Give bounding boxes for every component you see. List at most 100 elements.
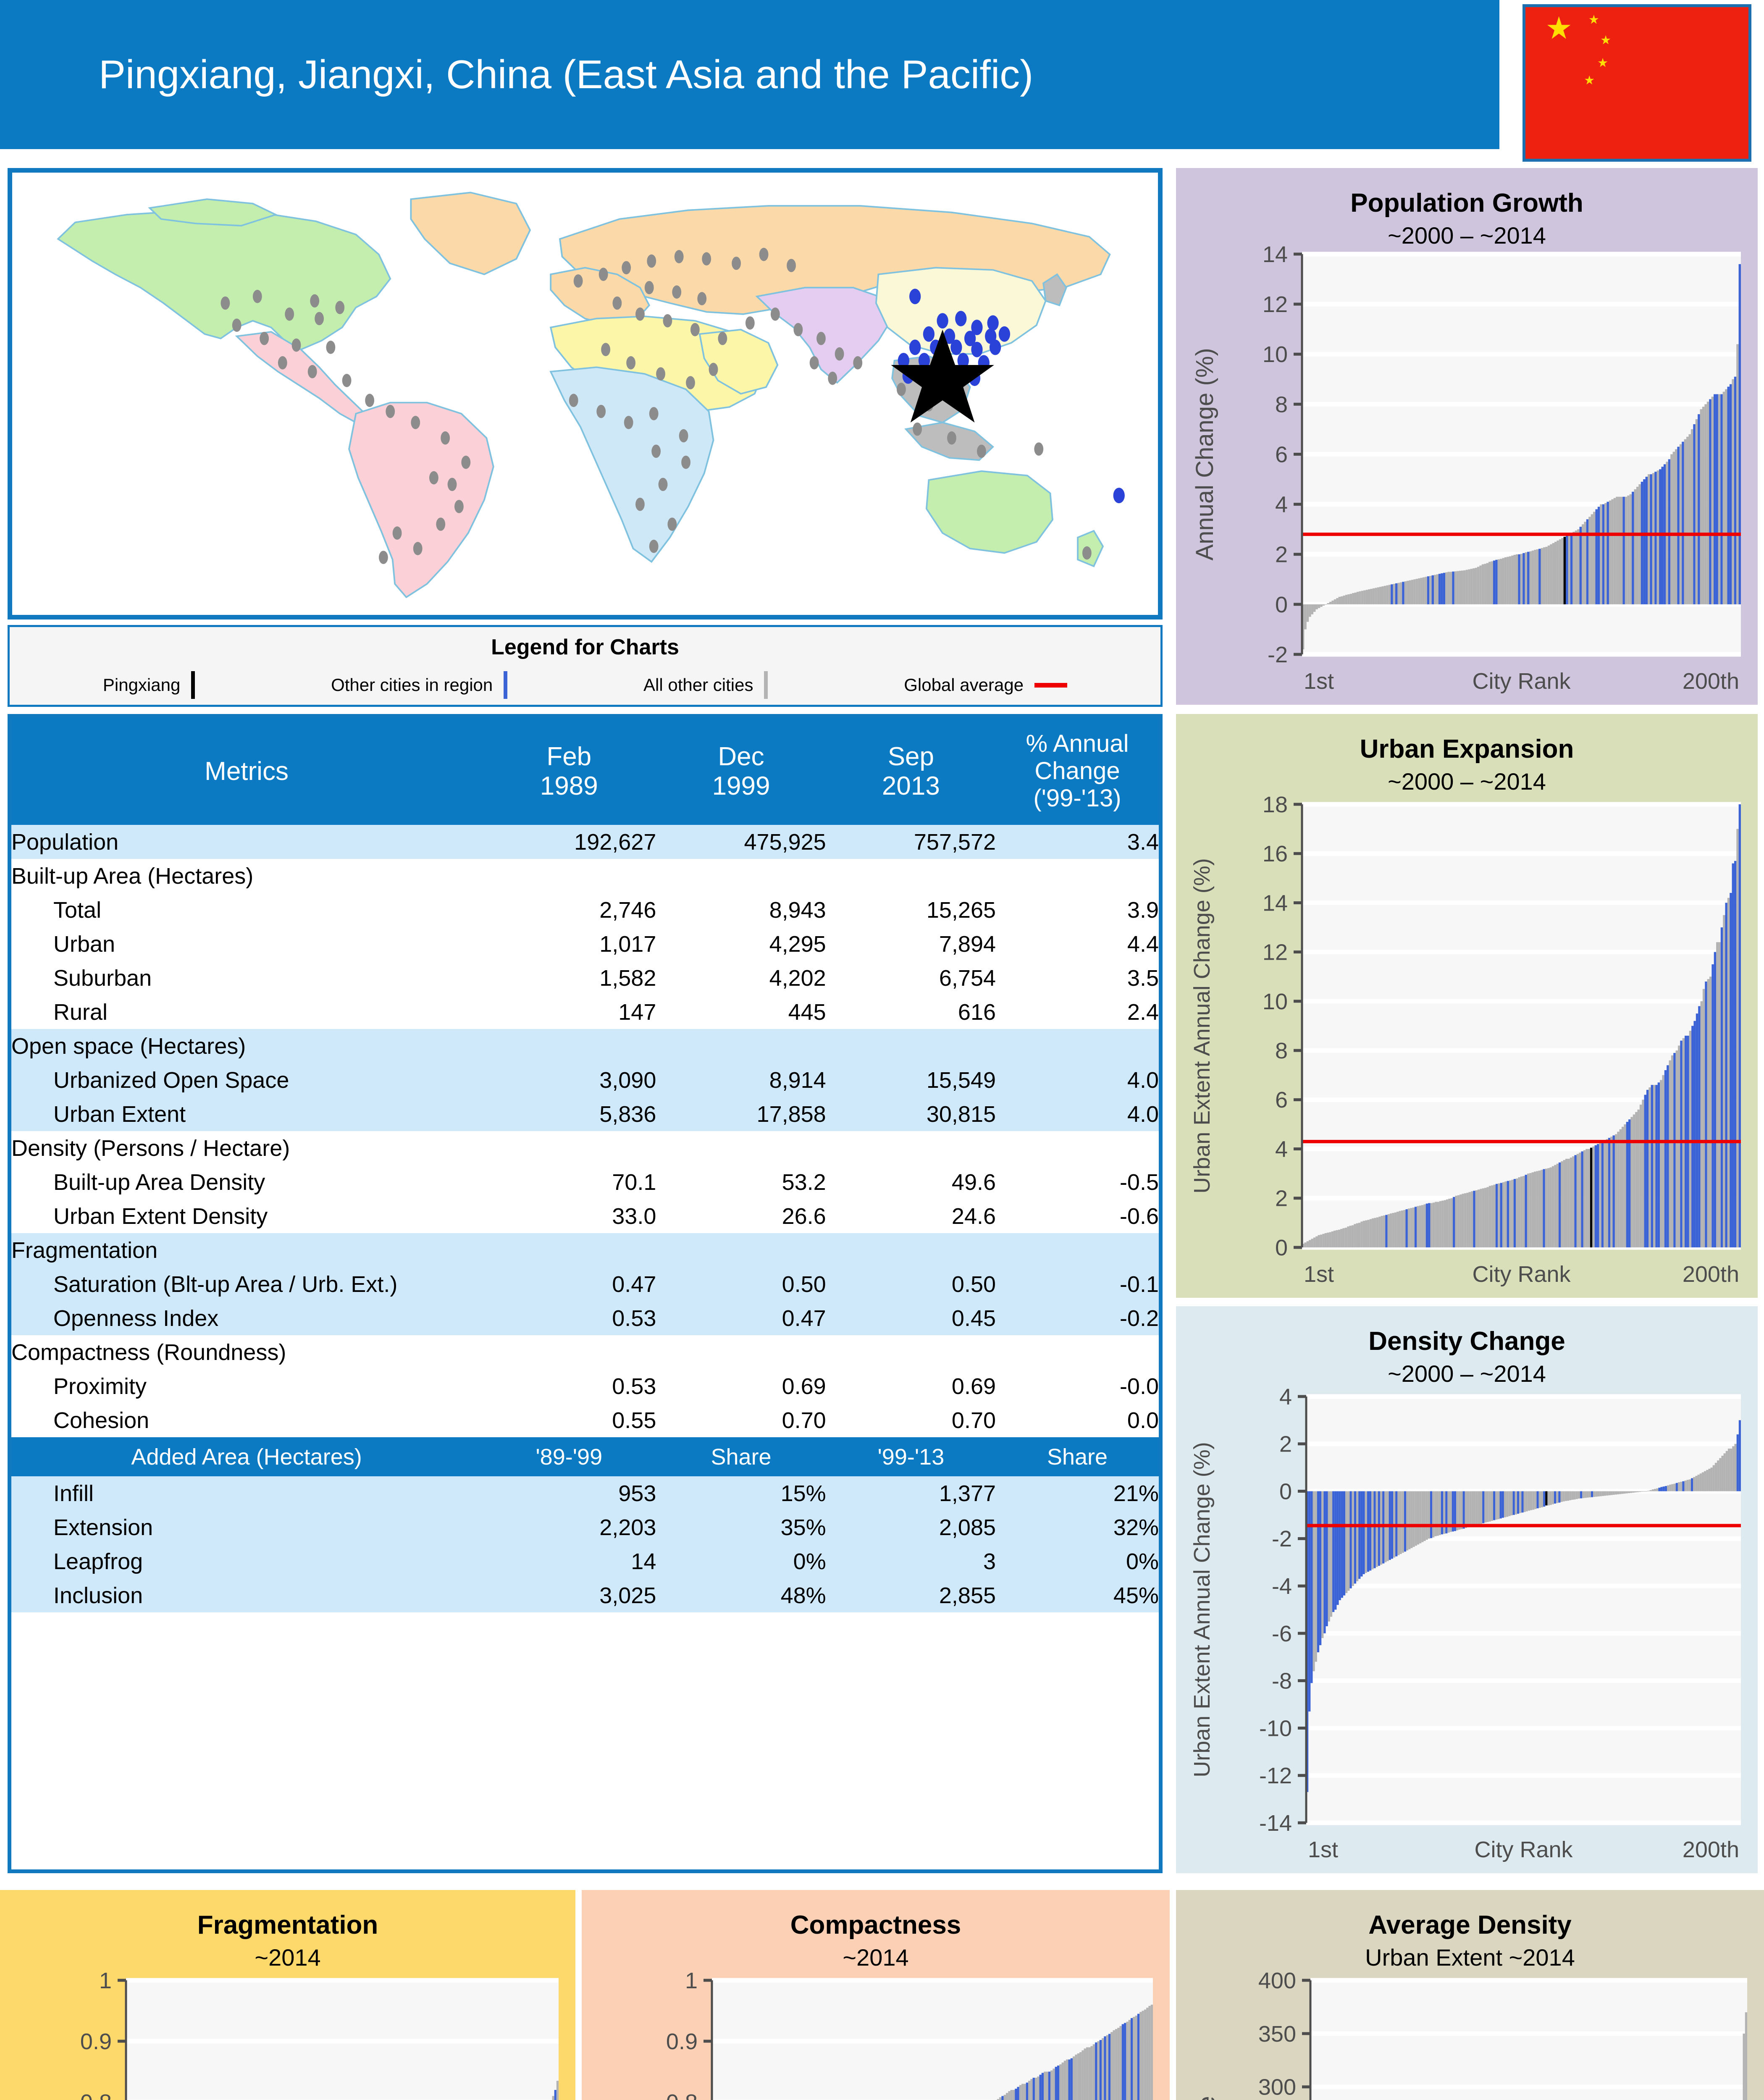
bar-city [1717,1460,1719,1491]
bar-city [1720,394,1723,604]
bar-city [1560,1491,1563,1502]
bar-city [1602,504,1605,604]
bar-city [1688,1479,1691,1491]
x-axis-tick-label-last: 200th [1683,1837,1739,1862]
bar-city [1716,942,1719,1247]
bar-city [1516,1178,1518,1247]
chart-canvas: 0.30.40.50.60.70.80.91Saturation1st200th… [80,1968,559,2100]
bar-city [1486,1187,1489,1247]
table-row: Suburban 1,582 4,202 6,754 3.5 [11,961,1159,995]
bar-city [1395,1491,1398,1557]
chart-canvas: -14 -12 -10 -8 -6 -4 -2 0 2 4 Urban Extent Annual … [1189,1384,1741,1862]
metric-label: Urban Extent [53,1101,186,1127]
bar-city [1559,539,1562,604]
added-area-col-8999: '89-'99 [536,1444,603,1470]
bar-city [1619,1491,1622,1494]
bar-city [1471,1491,1474,1527]
bar-city [1706,1470,1709,1491]
bar-city [1541,1491,1544,1507]
bar-city [1736,344,1739,604]
added-area-value-3: 1,377 [939,1480,996,1506]
bar-city [1498,1183,1500,1247]
added-area-value-2: 0% [793,1549,826,1574]
chart-title-population-growth: Population Growth [1350,189,1583,218]
bar-city [1322,604,1325,606]
bar-city [1511,555,1514,604]
bar-city [1610,1137,1613,1247]
chart-density-change[interactable]: Density Change ~2000 – ~2014 -14 -12 -10 -8… [1176,1306,1758,1873]
bar-city [1044,2071,1046,2100]
bar-city [1462,1194,1464,1247]
bar-city [1497,559,1500,604]
bar-city [1142,2011,1144,2100]
bar-city [1347,1226,1349,1247]
chart-fragmentation[interactable]: Fragmentation ~2014 0.30.40.50.60.70.80.… [0,1890,575,2100]
legend-label-region: Other cities in region [331,675,493,695]
metric-value-3: 0.70 [951,1407,996,1433]
bar-city [1369,1219,1372,1247]
y-axis-tick-label: 1 [99,1968,112,1993]
page-header: Pingxiang, Jiangxi, China (East Asia and… [0,0,1499,149]
bars-group [552,2081,559,2100]
metrics-table-header: Metrics Feb 1989 Dec 1999 Sep 2013 % Annual… [11,718,1159,825]
bar-city [1410,1491,1413,1548]
chart-average-density[interactable]: Average Density Urban Extent ~2014 05010… [1176,1890,1764,2100]
world-location-map[interactable] [8,168,1163,620]
metric-value-2: 8,943 [769,897,826,923]
table-row: Urban Extent 5,836 17,858 30,815 4.0 [11,1097,1159,1131]
bar-city [1648,1087,1651,1247]
added-area-row: Inclusion 3,025 48% 2,855 45% [11,1578,1159,1612]
added-area-value-4: 21% [1113,1480,1159,1506]
bar-city [1310,1491,1313,1683]
bar-city [1412,1491,1415,1547]
added-area-col-9913: '99-'13 [877,1444,945,1470]
bar-city [1648,474,1650,604]
bar-city [1714,394,1716,604]
bar-city [1621,1126,1624,1247]
bar-city [1499,1491,1502,1519]
bar-city [1090,2046,1093,2100]
bar-city [1332,1491,1335,1612]
bar-city [1562,1491,1565,1502]
chart-population-growth[interactable]: Population Growth ~2000 – ~2014 -2 0 2 4 6 8 1… [1176,168,1758,705]
y-axis-tick-label: 0 [1275,1235,1288,1260]
bar-city [1538,1491,1541,1508]
x-axis-tick-label-first: 1st [1308,1837,1338,1862]
bar-city [1675,1483,1678,1491]
bar-city [1465,570,1468,604]
metric-value-3: 15,549 [926,1067,996,1093]
metric-value-1: 33.0 [612,1203,656,1229]
bar-city [1543,1491,1546,1507]
bar-city [1345,1491,1348,1593]
bar-city [1569,1491,1572,1500]
metric-value-4 [996,1029,1159,1063]
bar-city [1430,1491,1433,1538]
metric-value-4: -0.6 [1119,1203,1159,1229]
bar-city [1003,2095,1006,2100]
bar-city [1690,429,1693,604]
bar-city [1570,1158,1572,1247]
bar-city [1711,396,1714,604]
metric-value-4: -0.5 [1119,1169,1159,1195]
chart-compactness[interactable]: Compactness ~2014 0.30.40.50.60.70.80.91… [582,1890,1170,2100]
bar-city [1473,1491,1476,1526]
y-axis-tick-label: -6 [1272,1621,1292,1646]
bar-city [1356,1223,1358,1247]
chart-urban-expansion[interactable]: Urban Expansion ~2000 – ~2014 0 2 4 6 8 10 12 1… [1176,714,1758,1298]
bar-city [1053,2068,1055,2100]
bar-city [1024,2084,1026,2100]
bar-city [1119,2026,1122,2100]
bar-city [1097,2041,1100,2100]
bar-city [1475,1491,1478,1525]
bar-city [1063,2061,1066,2100]
bar-city [1658,1488,1661,1491]
bar-city [1732,1446,1735,1491]
bar-city [1086,2047,1089,2100]
metric-value-1 [482,1029,656,1063]
bar-city [1322,1234,1325,1247]
bar-city [1500,1183,1502,1247]
metric-value-3 [826,1233,996,1267]
bar-city [1693,424,1696,604]
bar-city [1642,1100,1644,1247]
bar-city [1705,982,1707,1247]
